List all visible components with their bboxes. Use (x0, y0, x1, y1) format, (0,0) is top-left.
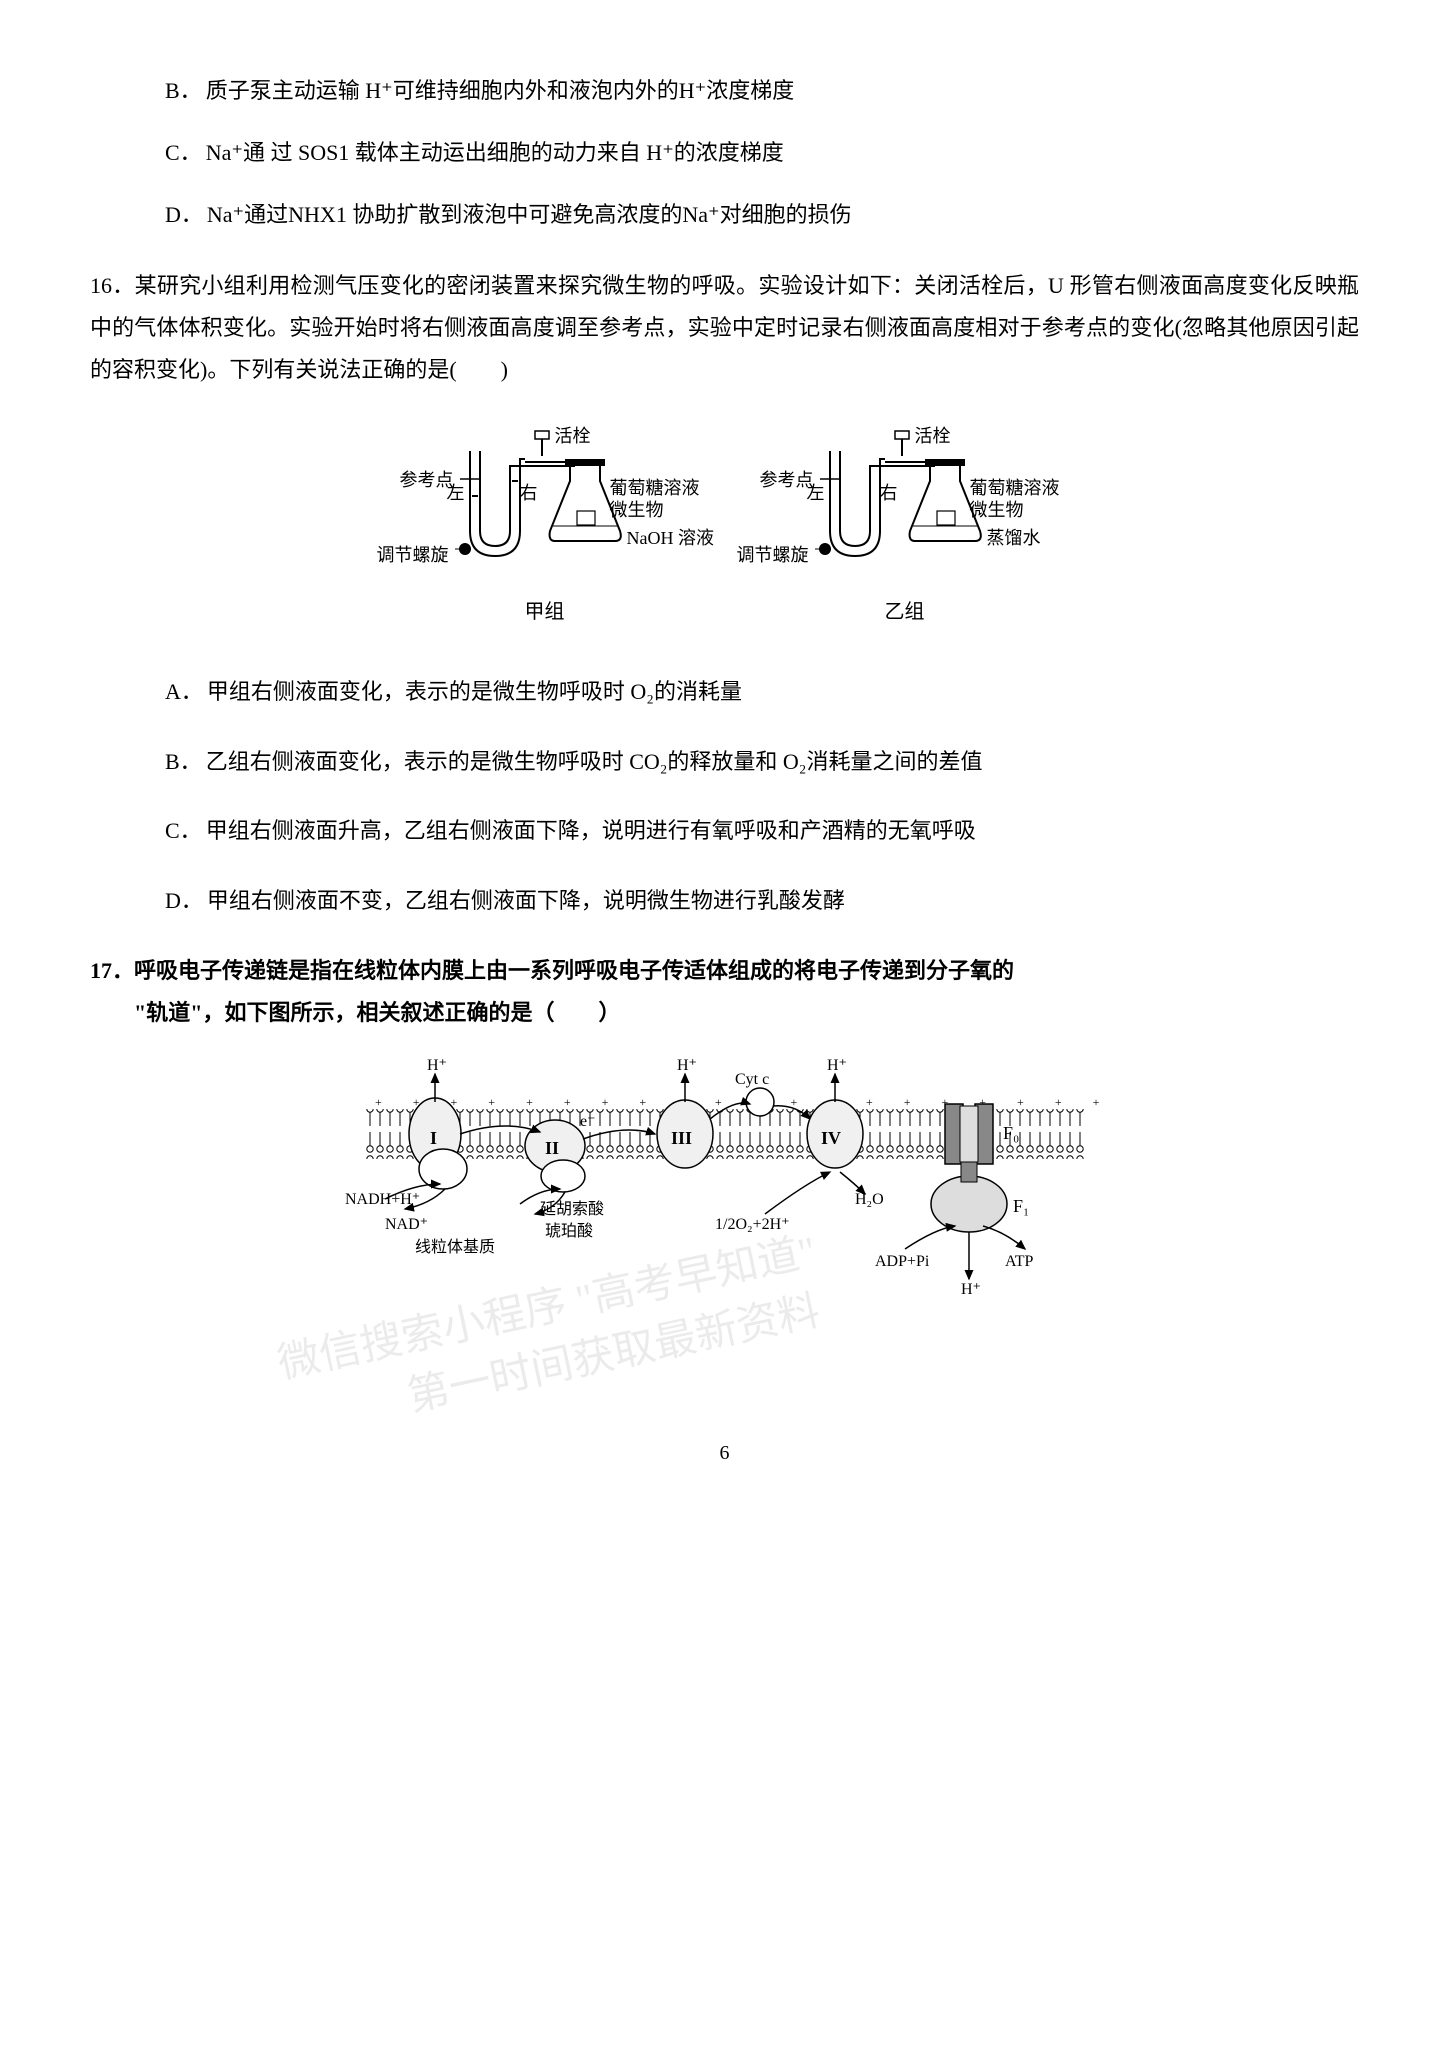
q16-option-d: D． 甲组右侧液面不变，乙组右侧液面下降，说明微生物进行乳酸发酵 (165, 880, 1359, 922)
f0-label: F₀ (1003, 1123, 1019, 1143)
group-b-name: 乙组 (765, 593, 1045, 631)
adp-label: ADP+Pi (875, 1253, 930, 1270)
lbl-left-a: 左 (447, 476, 465, 510)
h2o-label: H₂O (855, 1191, 884, 1208)
lbl-stopcock-a: 活栓 (555, 419, 591, 453)
q16-option-a: A． 甲组右侧液面变化，表示的是微生物呼吸时 O₂的消耗量 (165, 671, 1359, 713)
lbl-ref-b: 参考点 (760, 463, 814, 497)
q17-stem: 17． 呼吸电子传递链是指在线粒体内膜上由一系列呼吸电子传适体组成的将电子传递到… (90, 950, 1359, 1034)
q16-option-c-label: C． (165, 810, 202, 852)
complex3-label: III (671, 1128, 692, 1148)
h-bottom-label: H⁺ (961, 1281, 981, 1294)
lbl-bottom-b: 蒸馏水 (987, 521, 1041, 555)
q15-option-c-label: C． (165, 132, 202, 174)
apparatus-group-b: 参考点 活栓 左 右 葡萄糖溶液 微生物 调节螺旋 蒸馏水 乙组 (765, 421, 1045, 631)
q15-option-d: D． Na⁺通过NHX1 协助扩散到液泡中可避免高浓度的Na⁺对细胞的损伤 (165, 194, 1359, 236)
q16-stem: 16．某研究小组利用检测气压变化的密闭装置来探究微生物的呼吸。实验设计如下：关闭… (90, 265, 1359, 390)
q16-option-d-label: D． (165, 880, 203, 922)
q17: 17． 呼吸电子传递链是指在线粒体内膜上由一系列呼吸电子传适体组成的将电子传递到… (90, 950, 1359, 1294)
apparatus-group-a: 参考点 活栓 左 右 葡萄糖溶液 微生物 调节螺旋 NaOH 溶液 甲组 (405, 421, 685, 631)
f1-label: F₁ (1013, 1196, 1029, 1216)
cytc-label: Cyt c (735, 1071, 769, 1088)
h-top-4: H⁺ (827, 1057, 847, 1074)
q16-option-c-text: 甲组右侧液面升高，乙组右侧液面下降，说明进行有氧呼吸和产酒精的无氧呼吸 (206, 810, 976, 852)
q16-option-d-text: 甲组右侧液面不变，乙组右侧液面下降，说明微生物进行乳酸发酵 (207, 880, 845, 922)
q17-number: 17． (90, 950, 134, 1034)
complex1-label: I (430, 1128, 437, 1148)
q16-stem-text: 某研究小组利用检测气压变化的密闭装置来探究微生物的呼吸。实验设计如下：关闭活栓后… (90, 273, 1359, 382)
q16-figure: 参考点 活栓 左 右 葡萄糖溶液 微生物 调节螺旋 NaOH 溶液 甲组 (90, 421, 1359, 631)
o2-label: 1/2O₂+2H⁺ (715, 1216, 790, 1233)
nadh-label: NADH+H⁺ (345, 1191, 420, 1208)
q16-option-c: C． 甲组右侧液面升高，乙组右侧液面下降，说明进行有氧呼吸和产酒精的无氧呼吸 (165, 810, 1359, 852)
h-top-3: H⁺ (677, 1057, 697, 1074)
q15-option-d-text: Na⁺通过NHX1 协助扩散到液泡中可避免高浓度的Na⁺对细胞的损伤 (207, 194, 852, 236)
q16-option-b-label: B． (165, 741, 202, 783)
q15-option-b-label: B． (165, 70, 202, 112)
q15-option-c: C． Na⁺通 过 SOS1 载体主动运出细胞的动力来自 H⁺的浓度梯度 (165, 132, 1359, 174)
group-a-name: 甲组 (405, 593, 685, 631)
lbl-screw-b: 调节螺旋 (737, 538, 809, 572)
q17-stem-line2: "轨道"，如下图所示，相关叙述正确的是（ ） (134, 1000, 620, 1025)
lbl-screw-a: 调节螺旋 (377, 538, 449, 572)
svg-text:+ + + + + + + + + + + + + + +: + + + + + + + + + + + + + + + + + + + + … (375, 1095, 1105, 1109)
q15-option-b: B． 质子泵主动运输 H⁺可维持细胞内外和液泡内外的H⁺浓度梯度 (165, 70, 1359, 112)
q17-figure: + + + + + + + + + + + + + + + + + + + + … (90, 1054, 1359, 1294)
fumarate-label: 延胡索酸 (540, 1200, 604, 1218)
lbl-stopcock-b: 活栓 (915, 419, 951, 453)
q16-option-b: B． 乙组右侧液面变化，表示的是微生物呼吸时 CO₂的释放量和 O₂消耗量之间的… (165, 741, 1359, 783)
q15-option-d-label: D． (165, 194, 203, 236)
q16-option-a-text: 甲组右侧液面变化，表示的是微生物呼吸时 O₂的消耗量 (207, 671, 742, 713)
matrix-label: 线粒体基质 (415, 1238, 495, 1256)
succinate-label: 琥珀酸 (545, 1222, 593, 1240)
q16-option-a-label: A． (165, 671, 203, 713)
lbl-right-b: 右 (880, 476, 898, 510)
lbl-bottom-a: NaOH 溶液 (627, 521, 715, 555)
q15-option-b-text: 质子泵主动运输 H⁺可维持细胞内外和液泡内外的H⁺浓度梯度 (206, 70, 795, 112)
page-number: 6 (90, 1434, 1359, 1472)
q16-option-b-text: 乙组右侧液面变化，表示的是微生物呼吸时 CO₂的释放量和 O₂消耗量之间的差值 (206, 741, 983, 783)
e-label: e⁻ (580, 1113, 596, 1130)
atp-label: ATP (1005, 1253, 1034, 1270)
etc-svg: + + + + + + + + + + + + + + + + + + + + … (345, 1054, 1105, 1294)
complex2-label: II (545, 1138, 559, 1158)
nad-label: NAD⁺ (385, 1216, 428, 1233)
q17-stem-line1: 呼吸电子传递链是指在线粒体内膜上由一系列呼吸电子传适体组成的将电子传递到分子氧的 (134, 958, 1014, 983)
complex4-label: IV (821, 1128, 841, 1148)
q16-number: 16． (90, 273, 135, 298)
lbl-left-b: 左 (807, 476, 825, 510)
h-top-1: H⁺ (427, 1057, 447, 1074)
q15-option-c-text: Na⁺通 过 SOS1 载体主动运出细胞的动力来自 H⁺的浓度梯度 (206, 132, 784, 174)
lbl-right-a: 右 (520, 476, 538, 510)
lbl-ref-a: 参考点 (400, 463, 454, 497)
